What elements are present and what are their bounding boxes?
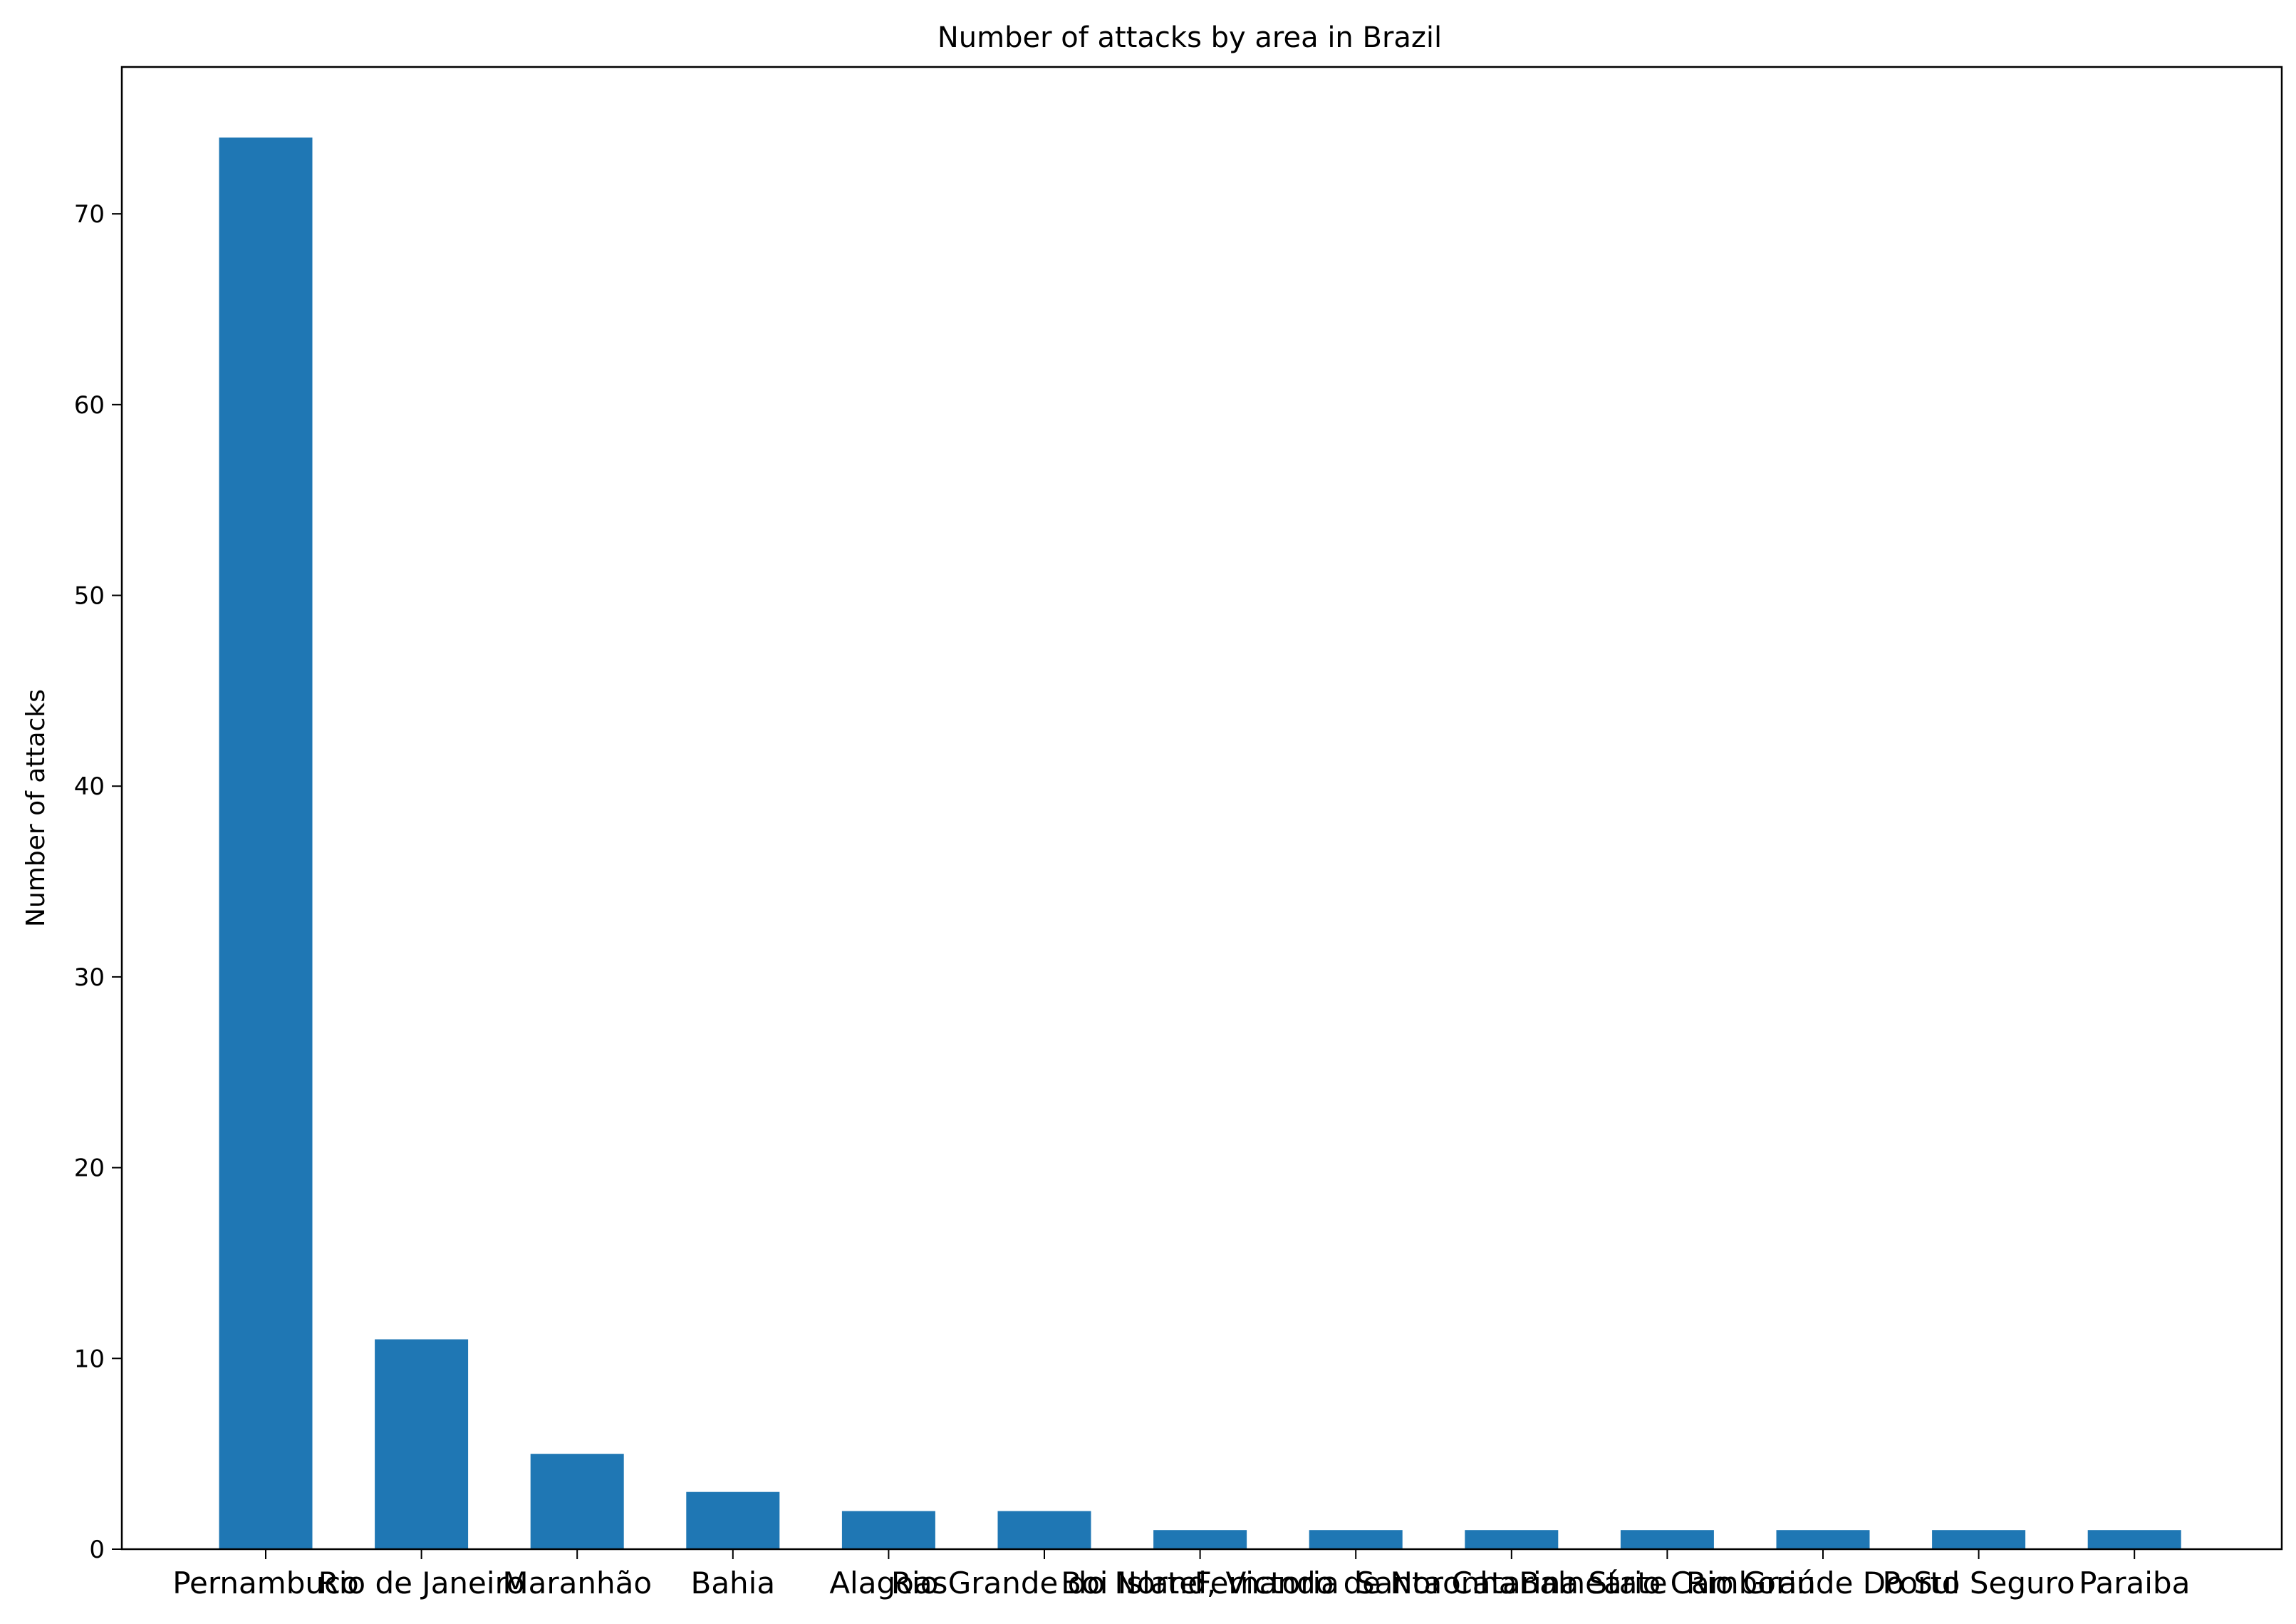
x-tick-label-9: Balneário Camboriú [1519,1566,1815,1600]
bar-1 [375,1339,469,1549]
x-tick-label-4: Alagoas [829,1566,947,1600]
x-tick-label-8: Santa Catarina State [1356,1566,1668,1600]
bar-5 [997,1511,1091,1549]
x-tick-label-0: Pernambuco [172,1566,359,1600]
y-axis-label: Number of attacks [21,689,51,927]
y-tick-label-6: 60 [74,391,105,420]
x-tick-label-11: Porto Seguro [1883,1566,2075,1600]
bar-7 [1309,1530,1403,1549]
x-tick-label-1: Rio de Janeiro [318,1566,525,1600]
bar-10 [1776,1530,1870,1549]
bar-6 [1153,1530,1247,1549]
bar-2 [530,1454,624,1549]
bar-3 [686,1491,780,1549]
x-tick-label-2: Maranhão [502,1566,652,1600]
bar-9 [1620,1530,1714,1549]
y-tick-label-7: 70 [74,200,105,229]
x-tick-label-3: Bahia [691,1566,776,1600]
x-tick-label-5: Rio Grande do Norte [891,1566,1198,1600]
x-tick-label-7: Fernando de Noronha [1195,1566,1517,1600]
y-tick-label-5: 50 [74,582,105,611]
x-tick-label-12: Paraiba [2079,1566,2190,1600]
x-tick-label-10: Rio Grande Do Sul [1686,1566,1960,1600]
bar-0 [219,138,313,1549]
bar-11 [1932,1530,2026,1549]
bar-4 [841,1511,935,1549]
x-tick-label-6: Boi Island, Victoria [1061,1566,1339,1600]
bar-8 [1465,1530,1559,1549]
y-tick-label-4: 40 [74,772,105,801]
chart-title: Number of attacks by area in Brazil [937,21,1442,54]
y-tick-label-1: 10 [74,1345,105,1373]
y-tick-label-0: 0 [89,1536,105,1564]
plot-frame [120,66,2283,1551]
y-tick-label-3: 30 [74,963,105,992]
bars-group [219,138,2181,1549]
y-tick-label-2: 20 [74,1154,105,1183]
y-axis-ticks: 0 10 20 30 40 50 60 70 [74,200,122,1564]
bar-12 [2087,1530,2181,1549]
